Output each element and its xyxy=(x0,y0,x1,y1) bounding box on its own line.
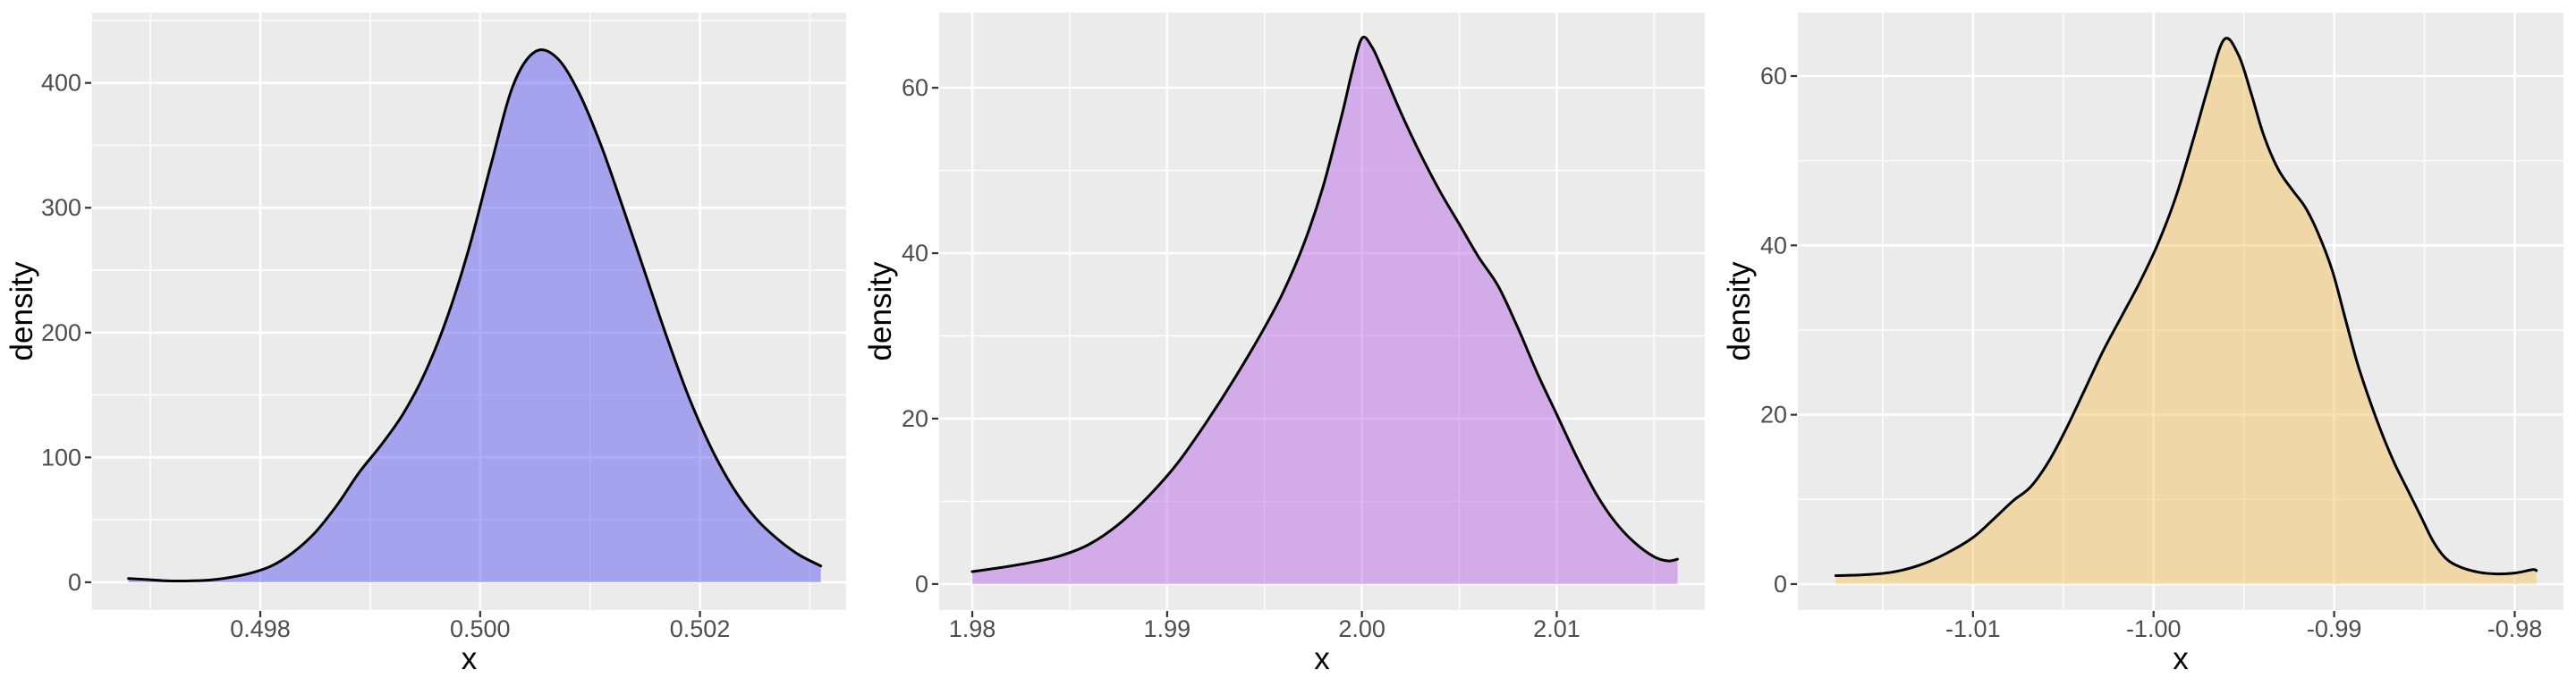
plot-panel-background xyxy=(1798,13,2563,610)
y-axis-title: density xyxy=(863,261,898,360)
x-tick-label: -0.99 xyxy=(2307,615,2362,642)
y-tick-label: 20 xyxy=(1760,402,1787,428)
x-axis-title: x xyxy=(2173,641,2189,676)
x-tick-label: 0.502 xyxy=(670,615,731,642)
y-tick-label: 0 xyxy=(1774,571,1787,598)
density-plot-1-svg: 0.498 0.500 0.502 0 100 200 300 400 x density xyxy=(4,13,846,676)
y-tick-label: 60 xyxy=(902,74,928,101)
density-curve xyxy=(970,35,1679,573)
y-axis-title: density xyxy=(1722,261,1757,360)
density-area xyxy=(128,49,821,582)
y-axis-title: density xyxy=(4,261,39,360)
x-tick-label: 2.01 xyxy=(1533,615,1580,642)
x-tick-label: -0.98 xyxy=(2487,615,2543,642)
plot-panel-background xyxy=(939,13,1705,610)
plot-panel-background xyxy=(92,13,846,610)
x-tick-label: -1.00 xyxy=(2126,615,2182,642)
y-tick-label: 400 xyxy=(41,70,81,97)
y-tick-label: 60 xyxy=(1760,63,1787,89)
y-tick-label: 300 xyxy=(41,194,81,221)
x-axis-title: x xyxy=(462,641,478,676)
x-tick-label: 2.00 xyxy=(1338,615,1385,642)
density-area xyxy=(1835,38,2537,584)
density-curve xyxy=(127,48,823,583)
density-plot-2: 1.98 1.99 2.00 2.01 0 20 40 60 x density xyxy=(859,0,1717,687)
density-plot-3-svg: -1.01 -1.00 -0.99 -0.98 0 20 40 60 x density xyxy=(1722,13,2563,676)
y-tick-label: 0 xyxy=(68,569,81,596)
y-tick-label: 0 xyxy=(915,571,928,598)
y-tick-label: 20 xyxy=(902,405,928,432)
x-tick-label: 1.98 xyxy=(949,615,996,642)
y-tick-label: 40 xyxy=(1760,232,1787,259)
y-tick-label: 100 xyxy=(41,444,81,471)
density-area xyxy=(972,37,1678,584)
y-tick-label: 200 xyxy=(41,319,81,346)
density-plot-3: -1.01 -1.00 -0.99 -0.98 0 20 40 60 x density xyxy=(1717,0,2576,687)
x-tick-label: 1.99 xyxy=(1144,615,1191,642)
density-plot-2-svg: 1.98 1.99 2.00 2.01 0 20 40 60 x density xyxy=(863,13,1705,676)
x-tick-label: -1.01 xyxy=(1945,615,2001,642)
x-tick-label: 0.498 xyxy=(230,615,291,642)
x-axis-title: x xyxy=(1314,641,1330,676)
density-curve xyxy=(1834,37,2538,577)
x-tick-label: 0.500 xyxy=(450,615,511,642)
y-tick-label: 40 xyxy=(902,240,928,267)
density-plot-1: 0.498 0.500 0.502 0 100 200 300 400 x density xyxy=(0,0,859,687)
